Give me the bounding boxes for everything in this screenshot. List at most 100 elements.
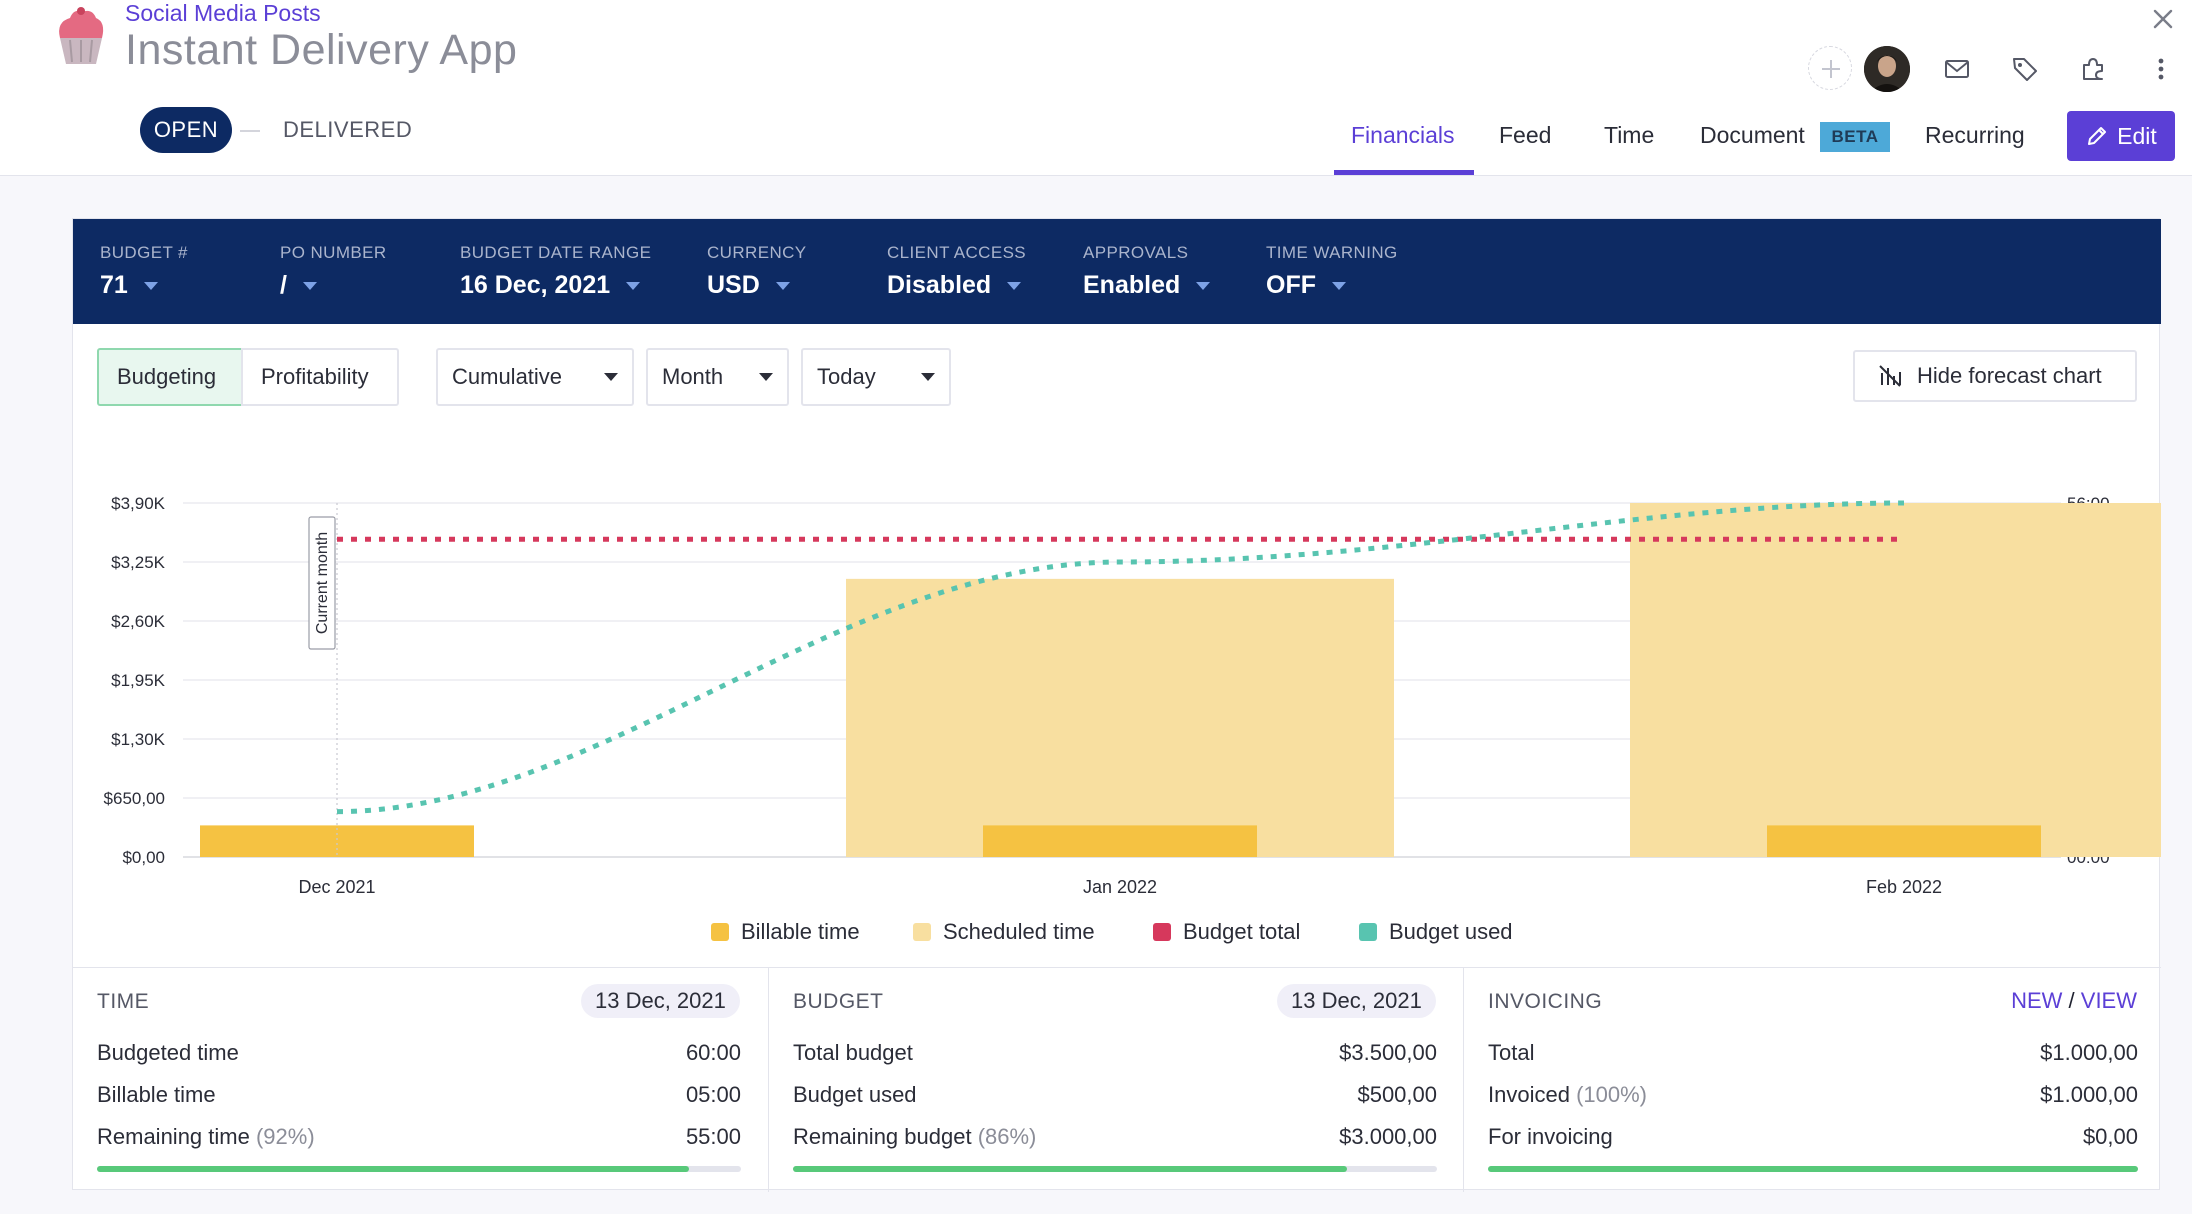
time-summary-title: TIME (97, 990, 150, 1013)
row-label: Invoiced (1488, 1082, 1570, 1107)
plus-icon (1822, 60, 1840, 78)
field-value: OFF (1266, 271, 1316, 299)
row-label: Remaining time (97, 1124, 250, 1149)
chevron-down-icon (759, 373, 773, 381)
status-delivered[interactable]: DELIVERED (283, 117, 413, 142)
chevron-down-icon (626, 281, 641, 290)
invoice-new-link[interactable]: NEW (2011, 988, 2063, 1013)
financials-card: BUDGET # 71 PO NUMBER / BUDGET DATE RANG… (72, 218, 2161, 1192)
date-dropdown[interactable]: Today (801, 348, 951, 406)
chevron-down-icon (1007, 281, 1022, 290)
time-summary-date[interactable]: 13 Dec, 2021 (581, 984, 740, 1018)
page-header: Social Media Posts Instant Delivery App … (0, 0, 2192, 176)
add-member-button[interactable] (1808, 46, 1852, 90)
chevron-down-icon (604, 373, 618, 381)
summary-row: Remaining time (92%) 55:00 (97, 1124, 741, 1150)
row-value: $500,00 (1357, 1082, 1437, 1107)
budget-number-field[interactable]: BUDGET # 71 (100, 243, 188, 300)
client-access-field[interactable]: CLIENT ACCESS Disabled (887, 243, 1026, 300)
avatar[interactable] (1864, 46, 1910, 92)
budgeting-toggle[interactable]: Budgeting (97, 348, 243, 406)
row-percent: (86%) (977, 1124, 1037, 1149)
field-label: APPROVALS (1083, 243, 1189, 262)
tab-financials[interactable]: Financials (1351, 122, 1455, 148)
budget-date-range-field[interactable]: BUDGET DATE RANGE 16 Dec, 2021 (460, 243, 651, 300)
legend-swatch (913, 923, 931, 941)
puzzle-icon[interactable] (2078, 54, 2108, 84)
legend-budget-used[interactable]: Budget used (1359, 919, 1513, 945)
scheduled-time-bar (1630, 503, 2161, 857)
legend-scheduled-time[interactable]: Scheduled time (913, 919, 1095, 945)
po-number-field[interactable]: PO NUMBER / (280, 243, 387, 300)
time-warning-field[interactable]: TIME WARNING OFF (1266, 243, 1398, 300)
tab-document[interactable]: Document (1700, 122, 1805, 148)
field-label: PO NUMBER (280, 243, 387, 262)
active-tab-indicator (1334, 170, 1474, 175)
summary-row: For invoicing $0,00 (1488, 1124, 2138, 1150)
x-tick-label: Feb 2022 (1866, 877, 1942, 897)
dropdown-value: Today (817, 364, 876, 389)
avatar-image (1864, 46, 1910, 92)
billable-time-bar (983, 825, 1257, 857)
budget-summary-date[interactable]: 13 Dec, 2021 (1277, 984, 1436, 1018)
legend-label: Scheduled time (943, 919, 1095, 944)
summary-row: Invoiced (100%) $1.000,00 (1488, 1082, 2138, 1108)
row-label: Total budget (793, 1040, 913, 1065)
legend-budget-total[interactable]: Budget total (1153, 919, 1300, 945)
approvals-field[interactable]: APPROVALS Enabled (1083, 243, 1211, 300)
invoicing-summary-title: INVOICING (1488, 990, 1603, 1013)
x-tick-label: Jan 2022 (1083, 877, 1157, 897)
y-left-tick-label: $1,30K (111, 730, 166, 749)
invoice-view-link[interactable]: VIEW (2080, 988, 2137, 1013)
scheduled-time-bar (846, 578, 1394, 857)
row-label: Budget used (793, 1082, 917, 1107)
field-value: 16 Dec, 2021 (460, 271, 611, 299)
close-icon[interactable] (2146, 2, 2180, 36)
field-label: TIME WARNING (1266, 243, 1398, 262)
tab-time[interactable]: Time (1604, 122, 1655, 148)
currency-field[interactable]: CURRENCY USD (707, 243, 807, 300)
progress-fill (97, 1166, 690, 1172)
budget-forecast-chart: $0,0000:00$650,0009:20$1,30K18:40$1,95K2… (104, 494, 2161, 897)
current-month-label: Current month (314, 532, 331, 634)
row-value: $1.000,00 (2040, 1040, 2138, 1065)
tag-icon[interactable] (2010, 54, 2040, 84)
row-value: $1.000,00 (2040, 1082, 2138, 1107)
field-label: BUDGET DATE RANGE (460, 243, 652, 262)
period-dropdown[interactable]: Month (646, 348, 789, 406)
summary-row: Budgeted time 60:00 (97, 1040, 741, 1066)
y-left-tick-label: $1,95K (111, 671, 166, 690)
dropdown-value: Month (662, 364, 724, 389)
cumulative-dropdown[interactable]: Cumulative (436, 348, 634, 406)
chevron-down-icon (1196, 281, 1211, 290)
y-left-tick-label: $0,00 (122, 848, 165, 867)
legend-swatch (1359, 923, 1377, 941)
row-label: Total (1488, 1040, 1535, 1065)
more-vertical-icon[interactable] (2146, 54, 2176, 84)
legend-billable-time[interactable]: Billable time (711, 919, 860, 945)
hide-forecast-button[interactable]: Hide forecast chart (1853, 350, 2137, 402)
legend-swatch (1153, 923, 1171, 941)
field-label: CLIENT ACCESS (887, 243, 1027, 262)
progress-fill (793, 1166, 1347, 1172)
time-progress-bar (97, 1166, 741, 1172)
chevron-down-icon (775, 281, 790, 290)
legend-label: Budget total (1183, 919, 1301, 944)
tab-feed[interactable]: Feed (1499, 122, 1552, 148)
edit-button[interactable]: Edit (2067, 111, 2175, 161)
row-label: Budgeted time (97, 1040, 239, 1065)
y-left-tick-label: $3,90K (111, 494, 166, 513)
status-open-pill[interactable]: OPEN (140, 107, 232, 153)
field-value: 71 (100, 271, 128, 299)
profitability-toggle[interactable]: Profitability (241, 348, 399, 406)
tab-recurring[interactable]: Recurring (1925, 122, 2025, 148)
legend-label: Billable time (741, 919, 860, 944)
mail-icon[interactable] (1942, 54, 1972, 84)
row-percent: (100%) (1576, 1082, 1647, 1107)
summary-section: TIME 13 Dec, 2021 Budgeted time 60:00 Bi… (73, 967, 2161, 1192)
row-value: 55:00 (685, 1124, 741, 1149)
edit-button-label: Edit (2117, 122, 2157, 149)
project-parent-link[interactable]: Social Media Posts (125, 0, 321, 26)
row-value: $3.000,00 (1339, 1124, 1437, 1149)
dropdown-value: Cumulative (452, 364, 563, 389)
